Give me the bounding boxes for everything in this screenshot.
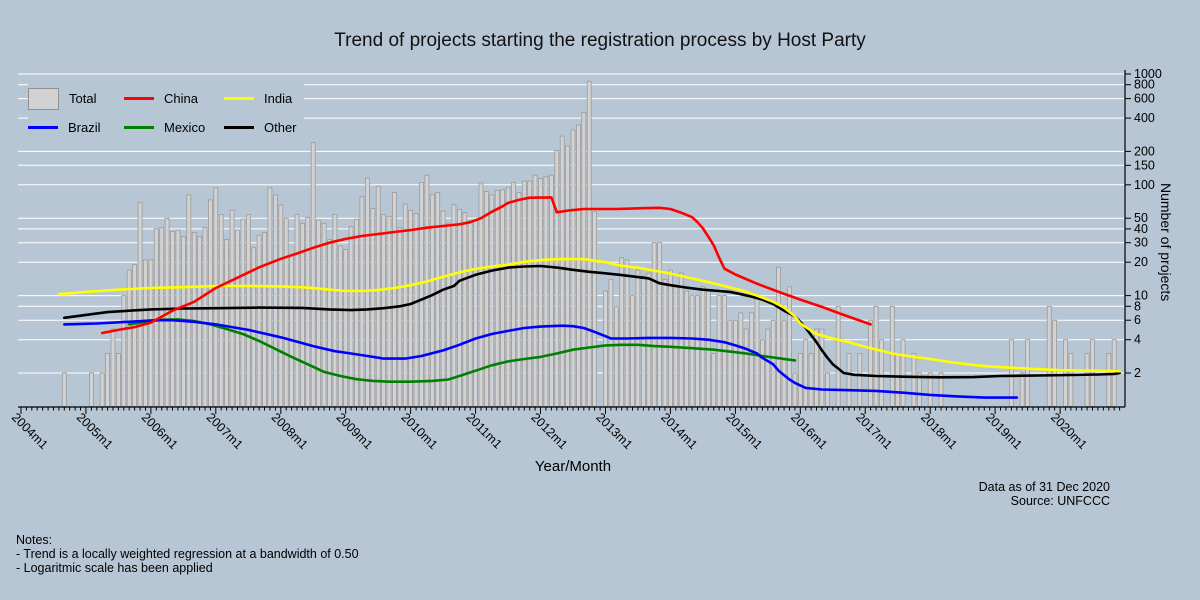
data-as-of-text: Data as of 31 Dec 2020: [978, 480, 1110, 494]
svg-text:8: 8: [1134, 299, 1141, 313]
brazil-line-swatch: [28, 126, 58, 129]
legend-label: China: [164, 91, 198, 106]
chart-title: Trend of projects starting the registrat…: [334, 30, 866, 51]
legend-item-brazil: Brazil: [28, 120, 124, 135]
legend-item-total: Total: [28, 87, 124, 110]
svg-text:40: 40: [1134, 222, 1148, 236]
note-line: - Logaritmic scale has been applied: [16, 561, 213, 575]
legend: Total China India Brazil Mexico Other: [28, 84, 304, 142]
svg-text:2014m1: 2014m1: [658, 410, 700, 452]
legend-label: Other: [264, 120, 297, 135]
legend-item-china: China: [124, 91, 224, 106]
svg-text:2: 2: [1134, 366, 1141, 380]
notes-title: Notes:: [16, 533, 53, 547]
svg-text:2013m1: 2013m1: [593, 410, 635, 452]
svg-text:30: 30: [1134, 236, 1148, 250]
legend-label: Mexico: [164, 120, 206, 135]
svg-text:2019m1: 2019m1: [983, 410, 1025, 452]
svg-text:2016m1: 2016m1: [788, 410, 830, 452]
svg-text:20: 20: [1134, 255, 1148, 269]
x-axis-title: Year/Month: [534, 458, 612, 475]
svg-text:2006m1: 2006m1: [139, 410, 181, 452]
source-text: Source: UNFCCC: [1010, 494, 1110, 508]
svg-text:2004m1: 2004m1: [9, 410, 51, 452]
source-note: Data as of 31 Dec 2020 Source: UNFCCC: [979, 480, 1110, 508]
svg-text:2008m1: 2008m1: [269, 410, 311, 452]
svg-text:150: 150: [1134, 158, 1155, 172]
india-line-swatch: [224, 97, 254, 100]
svg-text:2007m1: 2007m1: [204, 410, 246, 452]
legend-label: India: [264, 91, 293, 106]
legend-item-other: Other: [224, 120, 304, 135]
x-tick-labels: 2004m1 2005m1 2006m1 2007m1 2008m1 2009m1 2010…: [9, 410, 1090, 452]
legend-label: Total: [69, 91, 97, 106]
trend-line-china: [100, 196, 872, 335]
legend-item-mexico: Mexico: [124, 120, 224, 135]
china-line-swatch: [124, 97, 154, 100]
svg-text:2011m1: 2011m1: [463, 410, 504, 451]
svg-text:800: 800: [1134, 78, 1155, 92]
svg-text:2012m1: 2012m1: [528, 410, 570, 452]
y-ticks: [1125, 73, 1131, 374]
svg-text:2018m1: 2018m1: [918, 410, 960, 452]
svg-text:4: 4: [1134, 333, 1141, 347]
trend-line-other: [63, 264, 1121, 379]
svg-text:2015m1: 2015m1: [723, 410, 765, 452]
svg-text:200: 200: [1134, 144, 1155, 158]
other-line-swatch: [224, 126, 254, 129]
mexico-line-swatch: [124, 126, 154, 129]
svg-text:400: 400: [1134, 111, 1155, 125]
svg-text:2010m1: 2010m1: [398, 410, 440, 452]
svg-text:2017m1: 2017m1: [853, 410, 895, 452]
svg-text:2009m1: 2009m1: [334, 410, 376, 452]
svg-text:100: 100: [1134, 178, 1155, 192]
trend-line-mexico: [127, 318, 797, 384]
trend-line-brazil: [63, 318, 1019, 399]
legend-item-india: India: [224, 91, 304, 106]
y-axis-title: Number of projects: [1158, 182, 1174, 302]
notes-block: Notes: - Trend is a locally weighted reg…: [16, 533, 359, 575]
svg-text:50: 50: [1134, 211, 1148, 225]
svg-text:6: 6: [1134, 313, 1141, 327]
x-ticks: [20, 407, 1121, 414]
svg-text:600: 600: [1134, 92, 1155, 106]
svg-text:2005m1: 2005m1: [74, 410, 116, 452]
legend-label: Brazil: [68, 120, 101, 135]
total-bar-swatch: [28, 87, 59, 110]
svg-text:2020m1: 2020m1: [1048, 410, 1090, 452]
svg-text:1000: 1000: [1134, 67, 1162, 81]
svg-text:10: 10: [1134, 289, 1148, 303]
trend-line-india: [57, 257, 1121, 373]
note-line: - Trend is a locally weighted regression…: [16, 547, 359, 561]
